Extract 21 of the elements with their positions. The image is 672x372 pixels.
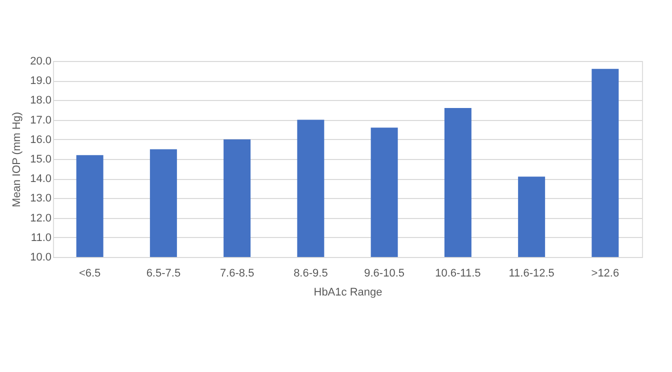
x-tick-label: 9.6-10.5	[364, 268, 404, 280]
x-tick-label: 11.6-12.5	[508, 268, 554, 280]
y-axis-title: Mean IOP (mm Hg)	[11, 112, 24, 208]
y-tick-label: 13.0	[30, 192, 52, 205]
x-tick-label: >12.6	[591, 268, 620, 280]
x-tick-label: 10.6-11.5	[435, 268, 481, 280]
y-tick-label: 19.0	[30, 75, 52, 88]
x-tick-label: <6.5	[78, 268, 101, 280]
y-tick-label: 10.0	[30, 252, 52, 264]
x-tick-label: 6.5-7.5	[146, 268, 181, 280]
y-tick-label: 14.0	[30, 173, 52, 186]
y-tick-label: 20.0	[30, 56, 52, 68]
x-axis-title: HbA1c Range	[314, 286, 382, 298]
y-tick-label: 15.0	[30, 154, 52, 166]
y-tick-label: 11.0	[30, 232, 52, 244]
y-tick-label: 18.0	[30, 94, 52, 107]
x-tick-label: 7.6-8.5	[220, 268, 254, 280]
x-tick-label: 8.6-9.5	[294, 268, 328, 280]
y-tick-label: 12.0	[30, 212, 52, 224]
y-tick-label: 17.0	[30, 114, 52, 126]
y-tick-label: 16.0	[30, 134, 52, 146]
